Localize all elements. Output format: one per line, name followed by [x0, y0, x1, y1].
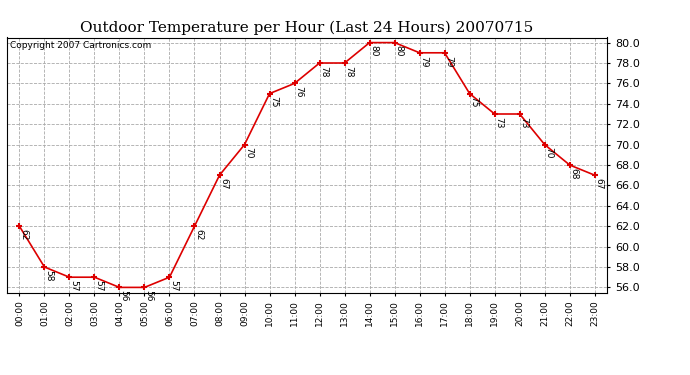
Text: 73: 73: [520, 117, 529, 128]
Text: 57: 57: [169, 280, 178, 291]
Text: 62: 62: [194, 229, 203, 240]
Text: 56: 56: [144, 290, 153, 302]
Text: 80: 80: [369, 45, 378, 57]
Text: 56: 56: [119, 290, 128, 302]
Text: 70: 70: [544, 147, 553, 159]
Text: Copyright 2007 Cartronics.com: Copyright 2007 Cartronics.com: [10, 41, 151, 50]
Text: 75: 75: [269, 96, 278, 108]
Text: 75: 75: [469, 96, 478, 108]
Text: 79: 79: [444, 56, 453, 67]
Text: 58: 58: [44, 270, 53, 281]
Text: 76: 76: [294, 86, 303, 98]
Text: 79: 79: [420, 56, 428, 67]
Text: 57: 57: [69, 280, 78, 291]
Text: 67: 67: [219, 178, 228, 189]
Text: 80: 80: [394, 45, 403, 57]
Text: 57: 57: [94, 280, 103, 291]
Text: 67: 67: [594, 178, 603, 189]
Text: 78: 78: [319, 66, 328, 77]
Text: 62: 62: [19, 229, 28, 240]
Text: 70: 70: [244, 147, 253, 159]
Text: 68: 68: [569, 168, 578, 179]
Text: 78: 78: [344, 66, 353, 77]
Text: 73: 73: [494, 117, 503, 128]
Title: Outdoor Temperature per Hour (Last 24 Hours) 20070715: Outdoor Temperature per Hour (Last 24 Ho…: [81, 21, 533, 35]
